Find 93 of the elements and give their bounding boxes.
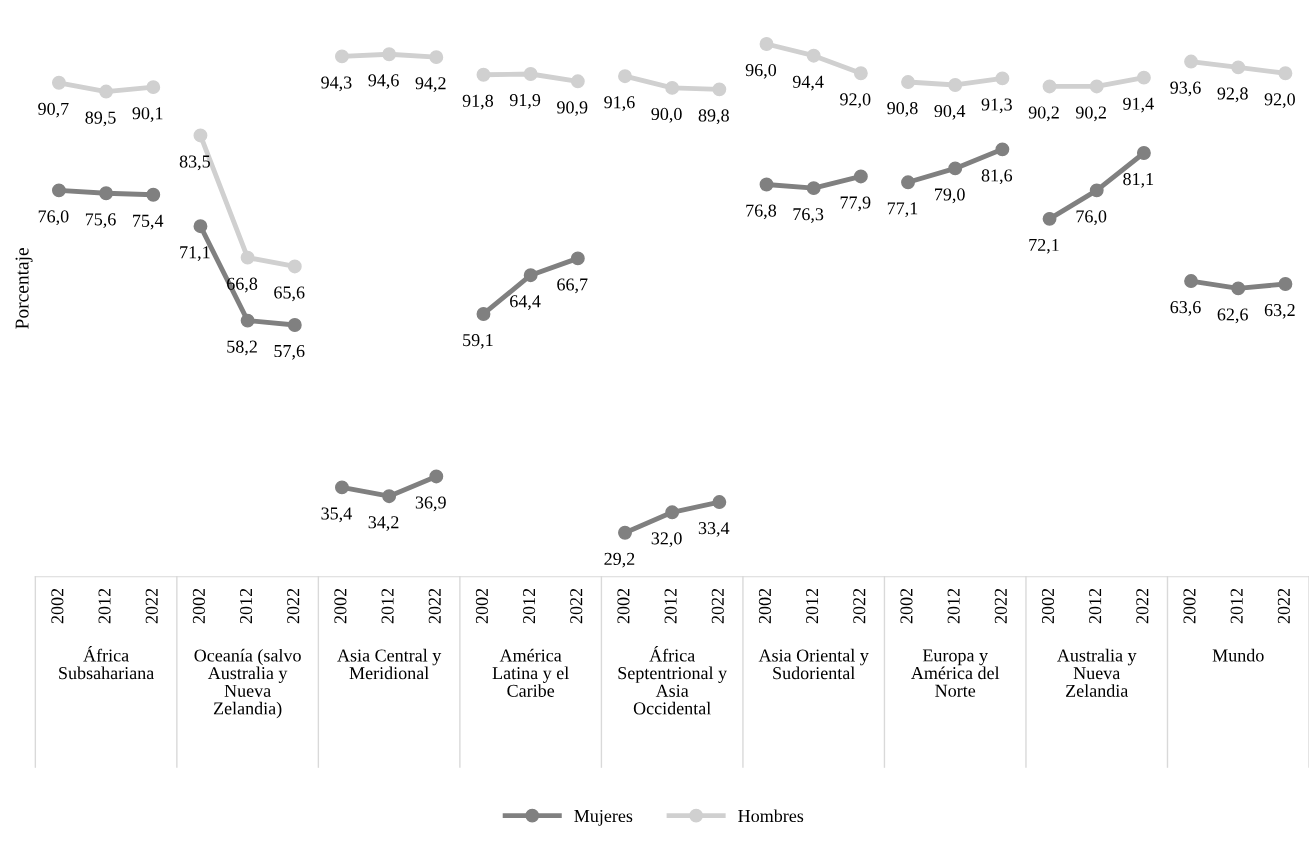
data-label: 58,2 (227, 340, 257, 356)
data-label: 76,8 (746, 204, 777, 220)
x-tick-label: 2022 (853, 588, 866, 624)
x-tick-label: 2002 (475, 588, 488, 624)
data-label: 94,2 (415, 77, 446, 92)
data-label: 94,6 (368, 74, 399, 89)
text: Europa y América del Norte (911, 649, 1000, 697)
data-label: 92,0 (1264, 93, 1295, 109)
data-label: 92,8 (1217, 87, 1248, 103)
data-label: 90,1 (132, 107, 163, 122)
data-label: 64,4 (510, 295, 541, 310)
data-label: 65,6 (274, 286, 305, 302)
x-tick-label: 2012 (1230, 588, 1243, 624)
data-label: 93,6 (1170, 81, 1201, 97)
data-label: 90,2 (1028, 106, 1059, 122)
data-label: 32,0 (651, 532, 682, 548)
text: Oceanía (salvo Australia y Nueva Zelandia) (194, 648, 301, 719)
data-label: 57,6 (274, 344, 305, 360)
data-label: 66,8 (227, 277, 258, 293)
data-label: 91,3 (981, 98, 1012, 114)
x-tick-label: 2022 (287, 588, 300, 624)
data-label: 91,9 (509, 94, 541, 109)
data-label: 89,5 (85, 111, 116, 127)
data-label: 63,6 (1170, 301, 1201, 316)
x-tick-label: 2002 (334, 588, 347, 624)
data-label: 71,1 (180, 246, 210, 261)
x-tick-label: 2022 (711, 588, 724, 624)
x-tick-label: 2002 (51, 588, 64, 624)
x-tick-label: 2012 (1089, 588, 1102, 624)
text: Asia Oriental y Sudoriental (758, 648, 869, 680)
x-tick-label: 2012 (98, 588, 111, 624)
data-label: 34,2 (368, 516, 399, 531)
x-tick-label: 2022 (994, 588, 1007, 624)
data-label: 94,4 (792, 75, 824, 91)
data-label: 91,6 (604, 96, 635, 111)
x-tick-label: 2022 (428, 588, 441, 624)
data-label: 94,3 (321, 76, 352, 92)
x-tick-label: 2022 (570, 588, 583, 624)
data-label: 90,7 (38, 102, 69, 118)
text: América Latina y el Caribe (492, 648, 569, 697)
data-label: 66,7 (557, 278, 588, 294)
x-tick-label: 2022 (145, 588, 158, 624)
data-label: 36,9 (415, 496, 446, 512)
data-label: 62,6 (1217, 308, 1248, 324)
data-label: 72,1 (1029, 238, 1059, 254)
legend-label: Mujeres (574, 809, 633, 826)
x-tick-label: 2002 (900, 588, 913, 624)
data-label: 90,8 (887, 102, 918, 117)
text: África Septentrional y Asia Occidental (618, 645, 728, 715)
text: Mundo (1212, 648, 1264, 662)
data-label: 77,9 (840, 196, 871, 212)
data-label: 63,2 (1264, 304, 1295, 319)
data-label: 91,4 (1123, 97, 1154, 113)
x-tick-label: 2002 (617, 588, 630, 624)
data-label: 77,1 (887, 202, 918, 218)
x-tick-label: 2012 (664, 588, 677, 624)
x-tick-label: 2012 (381, 588, 394, 624)
data-label: 29,2 (604, 552, 635, 568)
data-label: 81,1 (1123, 172, 1154, 188)
x-tick-label: 2012 (806, 588, 819, 624)
data-label: 89,8 (698, 109, 729, 125)
data-label: 90,0 (651, 107, 682, 123)
data-label: 96,0 (745, 63, 777, 79)
text: Australia y Nueva Zelandia (1057, 648, 1137, 697)
y-axis-title: Porcentaje (15, 248, 33, 329)
data-label: 75,6 (85, 213, 116, 229)
data-label: 90,4 (934, 104, 966, 120)
x-tick-label: 2012 (947, 588, 960, 624)
x-tick-label: 2012 (239, 588, 253, 624)
x-tick-label: 2002 (1041, 588, 1055, 624)
data-label: 92,0 (840, 93, 871, 109)
data-label: 35,4 (321, 507, 352, 523)
data-label: 76,0 (1076, 210, 1107, 226)
data-label: 83,5 (179, 155, 210, 171)
x-tick-label: 2022 (1136, 588, 1149, 624)
text: África Subsahariana (59, 645, 154, 680)
x-tick-label: 2002 (192, 588, 205, 624)
x-tick-label: 2002 (758, 588, 772, 624)
data-label: 59,1 (463, 334, 493, 349)
legend-label: Hombres (738, 809, 804, 823)
data-label: 90,2 (1075, 106, 1106, 122)
data-label: 79,0 (935, 188, 965, 204)
data-label: 91,8 (462, 94, 494, 110)
data-label: 33,4 (698, 522, 730, 537)
data-label: 90,9 (557, 101, 588, 117)
data-label: 81,6 (981, 169, 1013, 185)
data-label: 76,3 (793, 208, 824, 223)
x-tick-label: 2002 (1183, 588, 1196, 624)
data-label: 75,4 (133, 214, 164, 230)
x-tick-label: 2022 (1277, 588, 1290, 624)
x-tick-label: 2012 (522, 588, 536, 624)
text: Asia Central y Meridional (337, 648, 442, 680)
data-label: 76,0 (38, 210, 69, 226)
